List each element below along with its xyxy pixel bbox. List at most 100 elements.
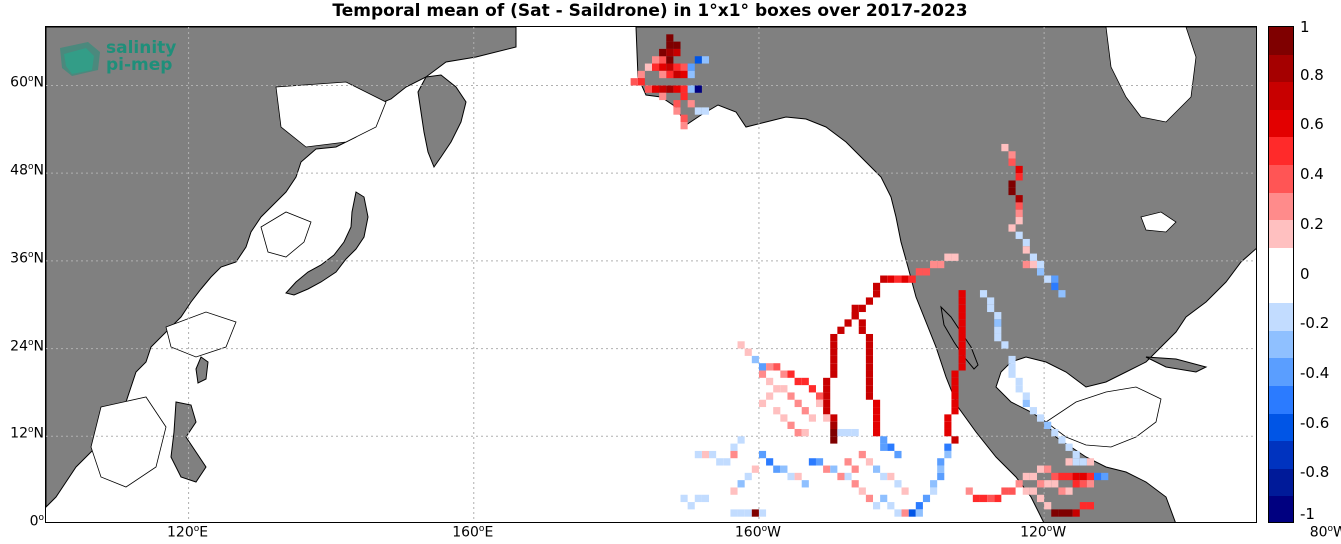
data-cell — [958, 290, 966, 298]
data-cell — [1058, 436, 1066, 444]
data-cell — [851, 428, 859, 437]
data-cell — [1022, 399, 1030, 408]
saildrone-tracks-layer — [630, 34, 1109, 517]
data-cell — [873, 465, 881, 473]
data-cell — [944, 450, 952, 459]
data-cell — [951, 399, 959, 408]
data-cell — [1051, 480, 1059, 488]
colorbar-tick-label: 0.6 — [1300, 115, 1324, 134]
data-cell — [823, 385, 831, 393]
data-cell — [851, 304, 859, 313]
data-cell — [908, 275, 916, 283]
colorbar-tick-label: 0 — [1300, 264, 1310, 283]
land-layer — [46, 27, 1256, 522]
data-cell — [865, 377, 874, 386]
data-cell — [1058, 487, 1066, 495]
data-cell — [787, 370, 795, 378]
colorbar-tick-label: -0.4 — [1300, 363, 1330, 382]
data-cell — [1058, 290, 1066, 298]
landmass-kamchatka — [417, 74, 467, 169]
data-cell — [737, 436, 745, 444]
data-cell — [680, 114, 688, 123]
data-cell — [687, 100, 695, 108]
colorbar-tick-label: -1 — [1300, 505, 1315, 523]
data-cell — [1008, 180, 1016, 188]
data-cell — [673, 85, 681, 93]
data-cell — [630, 78, 638, 86]
data-cell — [873, 290, 881, 298]
data-cell — [1101, 472, 1109, 481]
data-cell — [830, 355, 838, 364]
data-cell — [958, 348, 966, 356]
data-cell — [1079, 472, 1087, 481]
data-cell — [737, 341, 745, 349]
data-cell — [901, 509, 909, 517]
data-cell — [744, 509, 752, 517]
data-cell — [1015, 209, 1023, 218]
data-cell — [865, 494, 874, 503]
data-cell — [773, 407, 781, 415]
data-cell — [951, 253, 959, 261]
map-canvas — [46, 27, 1256, 522]
data-cell — [1022, 392, 1030, 400]
data-cell — [1015, 231, 1023, 239]
data-cell — [766, 392, 774, 400]
logo-mark-icon — [60, 42, 100, 76]
data-cell — [1079, 458, 1087, 466]
gulf-of-mexico — [1045, 386, 1162, 448]
data-cell — [1015, 217, 1023, 225]
data-cell — [873, 502, 881, 510]
data-cell — [1065, 487, 1073, 495]
data-cell — [666, 63, 674, 71]
hudson-bay — [1105, 27, 1197, 123]
data-cell — [694, 56, 702, 64]
data-cell — [673, 100, 681, 108]
data-cell — [808, 385, 816, 393]
data-cell — [694, 494, 702, 503]
data-cell — [987, 304, 995, 313]
data-cell — [944, 414, 952, 422]
data-cell — [844, 428, 852, 437]
data-cell — [680, 494, 688, 503]
data-cell — [851, 465, 859, 473]
data-cell — [1029, 472, 1037, 481]
data-cell — [773, 363, 781, 371]
data-cell — [844, 472, 852, 481]
data-cell — [994, 312, 1002, 320]
data-cell — [680, 92, 688, 101]
data-cell — [965, 487, 973, 495]
data-cell — [1044, 502, 1052, 510]
data-cell — [994, 333, 1002, 342]
data-cell — [865, 363, 874, 371]
data-cell — [701, 450, 710, 459]
data-cell — [944, 443, 952, 451]
data-cell — [666, 41, 674, 49]
data-cell — [887, 275, 895, 283]
white-lakes-layer — [90, 27, 1197, 488]
data-cell — [794, 377, 802, 386]
data-cell — [830, 333, 838, 342]
data-cell — [951, 436, 959, 444]
data-cell — [808, 458, 816, 466]
data-cell — [659, 56, 667, 64]
data-cell — [865, 385, 874, 393]
lat-label: 36oN — [10, 249, 44, 267]
data-cell — [701, 56, 710, 64]
data-cell — [687, 70, 695, 79]
data-cell — [880, 436, 888, 444]
data-cell — [937, 260, 945, 269]
data-cell — [887, 502, 895, 510]
data-cell — [1001, 487, 1009, 495]
data-cell — [865, 355, 874, 364]
data-cell — [758, 509, 767, 517]
data-cell — [1079, 502, 1087, 510]
data-cell — [815, 458, 824, 466]
data-cell — [1058, 509, 1066, 517]
data-cell — [894, 480, 902, 488]
colorbar-segment — [1269, 27, 1293, 56]
data-cell — [1036, 268, 1045, 276]
data-cell — [880, 472, 888, 481]
data-cell — [1044, 465, 1052, 473]
data-cell — [865, 458, 874, 466]
data-cell — [680, 63, 688, 71]
